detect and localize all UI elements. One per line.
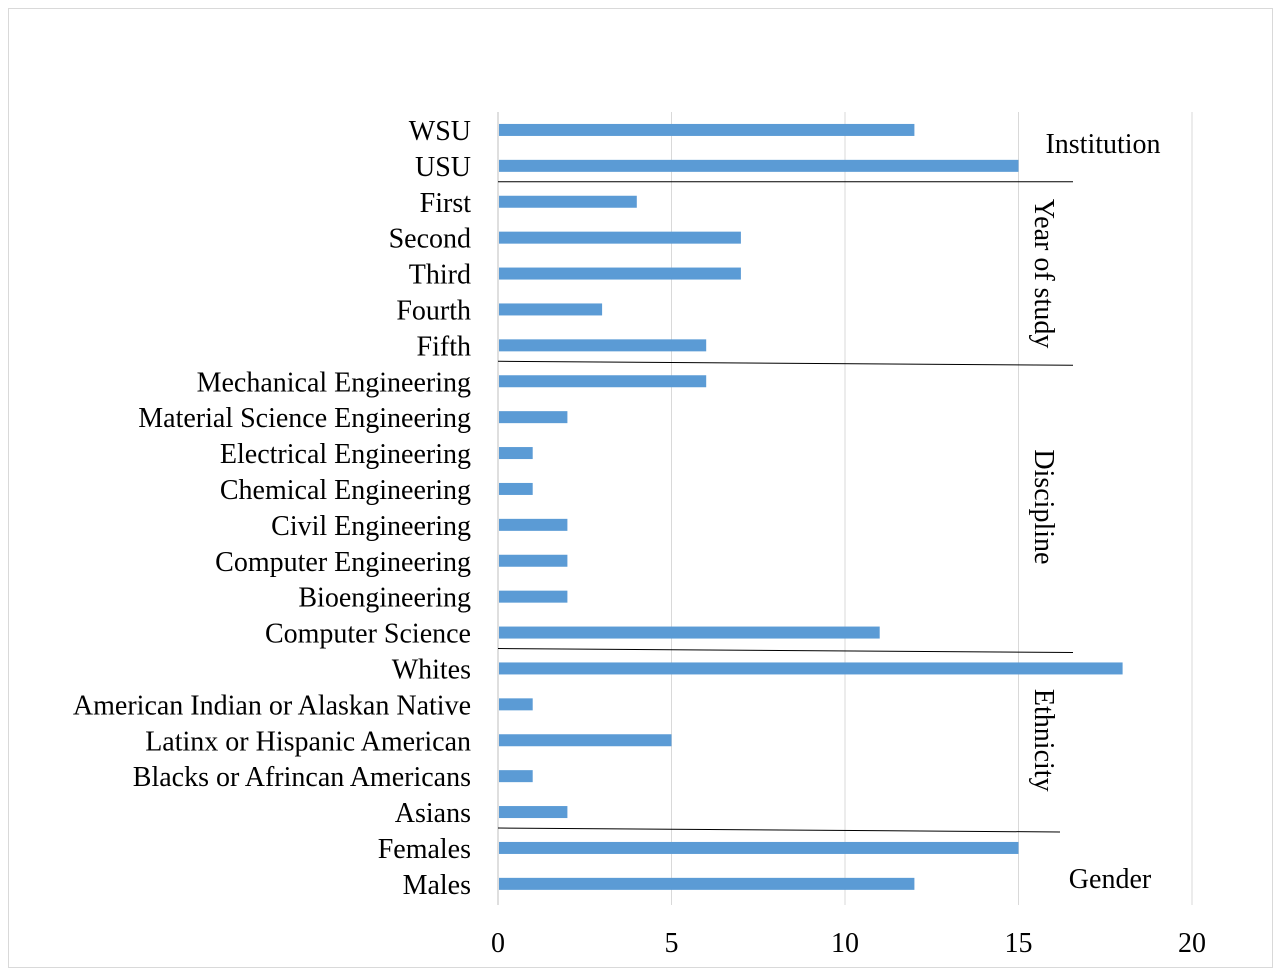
category-label: Chemical Engineering: [220, 475, 471, 506]
bar: [499, 375, 707, 388]
bar: [499, 734, 672, 747]
bar: [499, 447, 533, 460]
bar: [499, 626, 880, 639]
bar: [499, 482, 533, 495]
category-label: Males: [403, 870, 471, 901]
bar: [499, 123, 915, 136]
group-label: Ethnicity: [1028, 689, 1059, 792]
category-label: Bioengineering: [298, 583, 471, 614]
category-label: Asians: [395, 798, 471, 829]
bar: [499, 339, 707, 352]
category-label: Blacks or Afrincan Americans: [133, 762, 471, 793]
category-label: USU: [415, 152, 471, 183]
group-label: Gender: [1069, 864, 1152, 895]
category-label: Whites: [392, 654, 471, 685]
bar: [499, 590, 568, 603]
bar: [499, 554, 568, 567]
group-separator-line: [497, 648, 1074, 653]
bar: [499, 806, 568, 819]
bar: [499, 518, 568, 531]
category-label: Second: [389, 224, 471, 255]
bar: [499, 231, 741, 244]
x-tick-label: 5: [665, 928, 679, 959]
bar: [499, 770, 533, 783]
x-tick-label: 10: [831, 928, 859, 959]
category-label: Latinx or Hispanic American: [145, 726, 471, 757]
x-tick-label: 0: [491, 928, 505, 959]
bar: [499, 411, 568, 424]
bar: [499, 877, 915, 890]
category-label: Civil Engineering: [271, 511, 471, 542]
group-label: Year of study: [1028, 199, 1059, 349]
category-label: Electrical Engineering: [220, 439, 471, 470]
category-label: First: [420, 188, 472, 219]
group-separator-line: [497, 827, 1061, 833]
category-label: Computer Engineering: [215, 547, 471, 578]
category-label: Fourth: [396, 295, 471, 326]
bar: [499, 159, 1019, 172]
group-label: Institution: [1045, 129, 1160, 160]
bar: [499, 662, 1123, 675]
category-label: American Indian or Alaskan Native: [73, 690, 471, 721]
category-label: Computer Science: [265, 619, 471, 650]
group-label: Discipline: [1028, 449, 1059, 564]
bar: [499, 195, 637, 208]
bar: [499, 698, 533, 711]
category-label: Fifth: [417, 331, 471, 362]
group-separator-line: [497, 360, 1074, 366]
category-label: Mechanical Engineering: [197, 367, 471, 398]
category-label: Material Science Engineering: [138, 403, 471, 434]
category-label: Females: [378, 834, 471, 865]
x-tick-label: 20: [1178, 928, 1206, 959]
category-label: WSU: [409, 116, 471, 147]
bar: [499, 841, 1019, 854]
category-label: Third: [409, 260, 471, 291]
bar: [499, 303, 603, 316]
x-tick-label: 15: [1005, 928, 1033, 959]
bar: [499, 267, 741, 280]
